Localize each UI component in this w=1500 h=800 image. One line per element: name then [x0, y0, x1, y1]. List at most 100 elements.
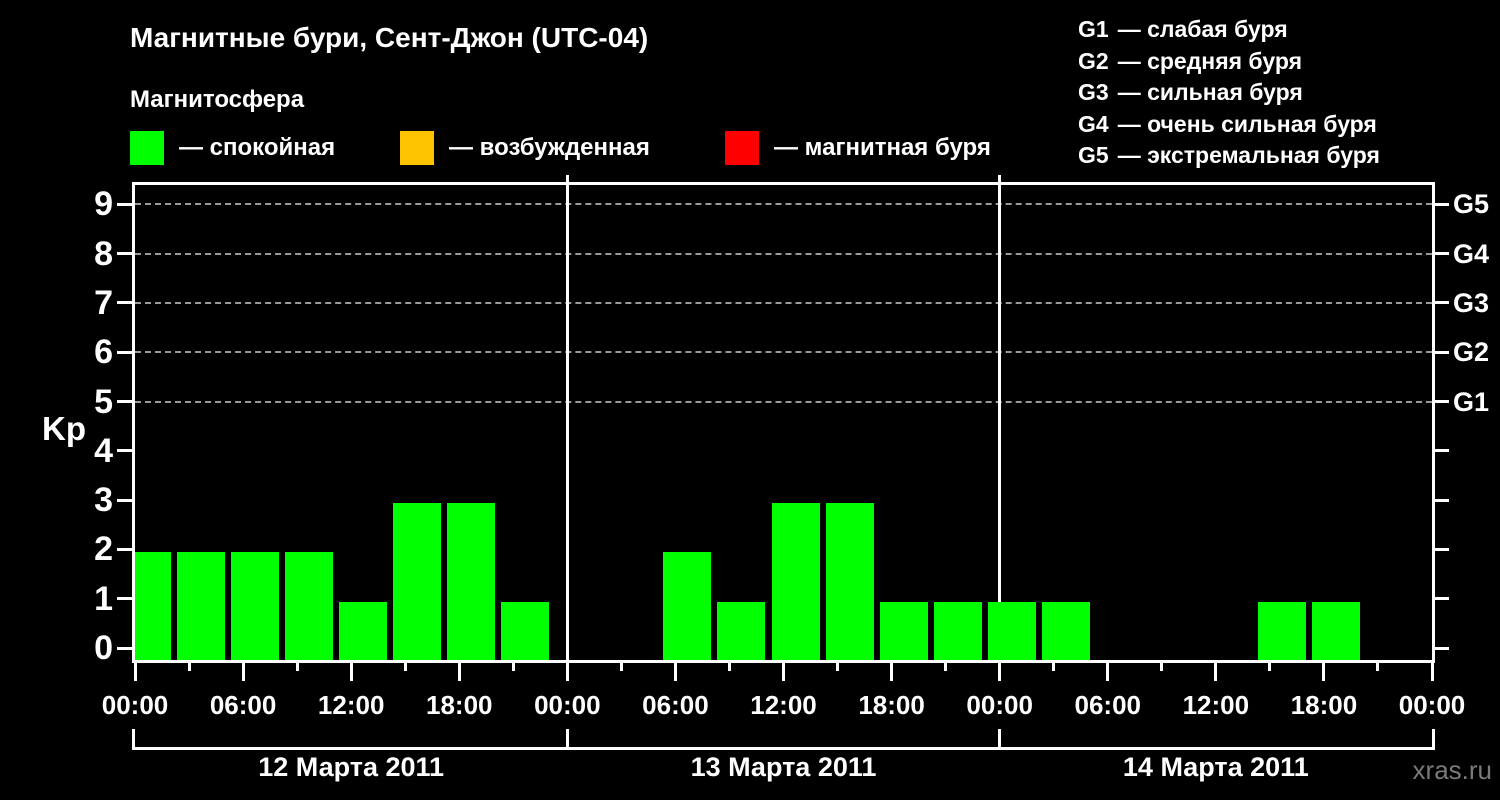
kp-bar	[339, 601, 388, 660]
x-axis-major-tick	[998, 660, 1002, 681]
storm-scale-g3: G3 — сильная буря	[1078, 77, 1380, 109]
disturbed-color-swatch	[400, 131, 434, 165]
date-bracket-tick	[998, 729, 1002, 747]
x-axis-major-tick	[1322, 660, 1326, 681]
y-axis-tick-right	[1435, 547, 1449, 551]
x-axis-minor-tick	[295, 660, 299, 671]
date-label: 14 Марта 2011	[1122, 752, 1309, 782]
y-axis-tick-label: 8	[94, 234, 113, 273]
x-axis-major-tick	[673, 660, 677, 681]
y-axis-tick-label: 1	[94, 579, 113, 618]
x-axis-minor-tick	[727, 660, 731, 671]
day-divider-top-tick	[998, 175, 1002, 182]
y-axis-tick-right	[1435, 498, 1449, 502]
gridline-kp6	[135, 351, 1432, 354]
g2-code: G2	[1078, 47, 1109, 74]
x-axis-minor-tick	[1052, 660, 1056, 671]
y-axis-tick-label: 5	[94, 382, 113, 421]
x-axis-tick-label: 00:00	[534, 690, 601, 720]
x-axis-tick-label: 06:00	[1074, 690, 1142, 720]
g2-label: — средняя буря	[1117, 47, 1302, 74]
y-axis-tick-left	[117, 350, 132, 354]
quiet-color-swatch	[130, 131, 164, 165]
x-axis-tick-label: 18:00	[858, 690, 925, 720]
legend-label-quiet: — спокойная	[179, 134, 336, 161]
kp-bar	[879, 601, 928, 660]
legend-label-disturbed: — возбужденная	[449, 134, 650, 161]
x-axis-major-tick	[1106, 660, 1110, 681]
date-bracket-tick	[565, 729, 569, 747]
y-axis-tick-left	[117, 498, 132, 502]
y-axis-tick-left	[117, 547, 132, 551]
kp-bar	[771, 503, 820, 660]
kp-bar	[663, 552, 712, 660]
y-axis-tick-right	[1435, 252, 1449, 256]
x-axis-tick-label: 12:00	[750, 690, 817, 720]
y-axis-tick-label: 6	[94, 333, 113, 372]
x-axis-major-tick	[890, 660, 894, 681]
x-axis-major-tick	[565, 660, 569, 681]
y-axis-tick-label: 3	[94, 481, 113, 520]
x-axis-major-tick	[1430, 660, 1434, 681]
gridline-kp7	[135, 301, 1432, 304]
y-axis-tick-label: 0	[94, 629, 113, 667]
watermark: xras.ru	[1412, 755, 1492, 785]
y-axis-tick-right	[1435, 597, 1449, 601]
g4-label: — очень сильная буря	[1117, 110, 1377, 137]
date-label: 13 Марта 2011	[690, 752, 877, 782]
x-axis-tick-label: 12:00	[317, 690, 385, 720]
y-axis-tick-left	[117, 252, 132, 256]
x-axis-minor-tick	[187, 660, 191, 671]
g3-code: G3	[1078, 79, 1109, 105]
magnetosphere-label: Магнитосфера	[130, 86, 305, 113]
date-label: 12 Марта 2011	[258, 752, 445, 782]
right-axis-label-g3: G3	[1453, 287, 1490, 318]
kp-bar	[285, 552, 334, 660]
x-axis-minor-tick	[1160, 660, 1164, 671]
y-axis-tick-right	[1435, 350, 1449, 354]
y-axis-tick-left	[117, 597, 132, 601]
x-axis-minor-tick	[1268, 660, 1272, 671]
right-axis-label-g1: G1	[1453, 386, 1490, 417]
x-axis-tick-label: 06:00	[642, 690, 709, 720]
y-axis-tick-label: 2	[94, 530, 113, 569]
g3-label: — сильная буря	[1117, 79, 1303, 105]
y-axis-tick-left	[117, 301, 132, 305]
x-axis-major-tick	[349, 660, 353, 681]
x-axis-major-tick	[457, 660, 461, 681]
y-axis-tick-left	[117, 449, 132, 453]
gridline-kp8	[135, 252, 1432, 255]
g5-label: — экстремальная буря	[1117, 142, 1380, 168]
x-axis-minor-tick	[619, 660, 623, 671]
x-axis-tick-label: 00:00	[101, 690, 169, 720]
date-bracket-tick	[132, 729, 135, 747]
kp-bar	[1041, 601, 1090, 660]
date-bracket-tick	[1432, 729, 1435, 747]
x-axis-major-tick	[133, 660, 137, 681]
gridline-kp9	[135, 203, 1432, 206]
day-divider-top-tick	[565, 175, 569, 182]
y-axis-tick-right	[1435, 301, 1449, 305]
y-axis-tick-label: 4	[94, 431, 113, 470]
storm-scale-g5: G5 — экстремальная буря	[1078, 140, 1380, 172]
x-axis-minor-tick	[836, 660, 840, 671]
x-axis-tick-label: 12:00	[1182, 690, 1250, 720]
y-axis-tick-left	[117, 400, 132, 403]
storm-scale-g4: G4 — очень сильная буря	[1078, 109, 1380, 141]
x-axis-major-tick	[241, 660, 245, 681]
right-axis-label-g2: G2	[1453, 337, 1490, 368]
x-axis-tick-label: 00:00	[966, 690, 1033, 720]
x-axis-major-tick	[782, 660, 785, 681]
kp-bar	[717, 601, 766, 660]
y-axis-tick-right	[1435, 202, 1449, 206]
x-axis-minor-tick	[403, 660, 407, 671]
g1-label: — слабая буря	[1117, 16, 1288, 42]
day-divider	[565, 185, 569, 660]
kp-bar	[177, 552, 226, 660]
kp-bar	[501, 601, 550, 660]
g5-code: G5	[1078, 142, 1109, 168]
kp-bar	[933, 601, 982, 660]
x-axis-tick-label: 18:00	[1290, 690, 1358, 720]
y-axis-tick-label: 7	[94, 283, 113, 322]
